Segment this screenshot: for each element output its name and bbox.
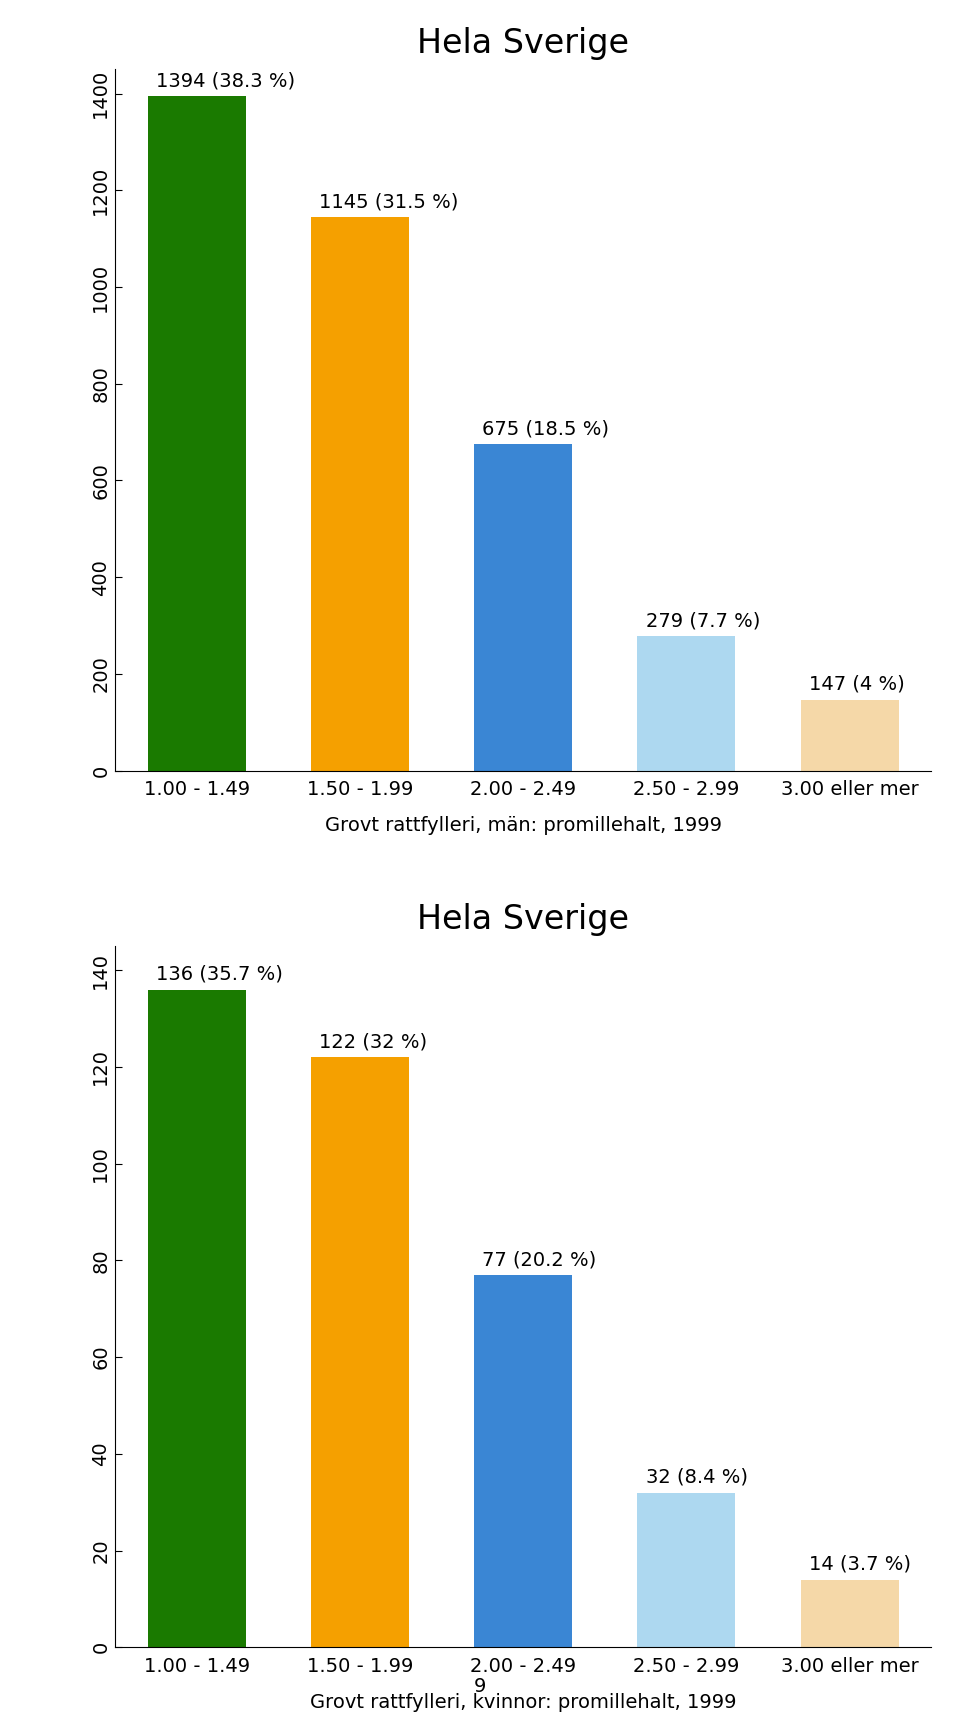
Text: 122 (32 %): 122 (32 %)	[319, 1033, 427, 1051]
Bar	[474, 1274, 572, 1647]
Bar	[637, 636, 735, 770]
X-axis label: Grovt rattfylleri, kvinnor: promillehalt, 1999: Grovt rattfylleri, kvinnor: promillehalt…	[310, 1692, 736, 1711]
Text: 77 (20.2 %): 77 (20.2 %)	[483, 1250, 597, 1269]
Text: 1145 (31.5 %): 1145 (31.5 %)	[319, 192, 459, 212]
Text: 136 (35.7 %): 136 (35.7 %)	[156, 964, 283, 983]
Text: 147 (4 %): 147 (4 %)	[809, 675, 904, 694]
Bar	[801, 1580, 899, 1647]
Bar	[148, 990, 246, 1647]
Text: 1394 (38.3 %): 1394 (38.3 %)	[156, 71, 295, 90]
Bar	[148, 97, 246, 770]
Bar	[474, 444, 572, 770]
Title: Hela Sverige: Hela Sverige	[418, 903, 629, 936]
Bar	[637, 1493, 735, 1647]
Text: 675 (18.5 %): 675 (18.5 %)	[483, 420, 610, 439]
Bar	[311, 1058, 409, 1647]
Bar	[801, 699, 899, 770]
Text: 32 (8.4 %): 32 (8.4 %)	[646, 1469, 748, 1488]
Bar	[311, 217, 409, 770]
Title: Hela Sverige: Hela Sverige	[418, 26, 629, 59]
Text: 279 (7.7 %): 279 (7.7 %)	[646, 610, 760, 629]
Text: 14 (3.7 %): 14 (3.7 %)	[809, 1555, 911, 1574]
Text: 9: 9	[474, 1677, 486, 1696]
X-axis label: Grovt rattfylleri, män: promillehalt, 1999: Grovt rattfylleri, män: promillehalt, 19…	[324, 817, 722, 836]
